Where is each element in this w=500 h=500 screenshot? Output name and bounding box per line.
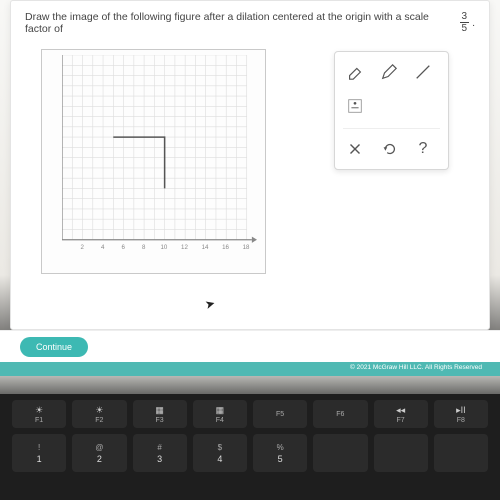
x-tick-labels: 2 4 6 8 10 12 14 16 18	[80, 244, 250, 250]
key-7[interactable]	[374, 434, 428, 472]
f1-key[interactable]: ☀F1	[12, 400, 66, 428]
svg-text:6: 6	[122, 244, 126, 250]
undo-button[interactable]	[377, 137, 401, 161]
svg-text:10: 10	[161, 244, 168, 250]
exercise-panel: Draw the image of the following figure a…	[10, 0, 490, 330]
eraser-tool[interactable]	[343, 60, 367, 84]
keyboard: ☀F1 ☀F2 ▦F3 ▦F4 F5 F6 ◂◂F7 ▸IIF8 !1 @2 #…	[0, 394, 500, 500]
svg-text:16: 16	[222, 244, 229, 250]
toolbox: ?	[334, 51, 449, 170]
key-5[interactable]: %5	[253, 434, 307, 472]
key-3[interactable]: #3	[133, 434, 187, 472]
svg-text:4: 4	[101, 244, 105, 250]
svg-text:8: 8	[142, 244, 146, 250]
help-button[interactable]: ?	[411, 137, 435, 161]
key-2[interactable]: @2	[72, 434, 126, 472]
f6-key[interactable]: F6	[313, 400, 367, 428]
coordinate-grid: 2 4 6 8 10 12 14 16 18 2 4 6 8 10 12	[62, 55, 257, 250]
pencil-tool[interactable]	[377, 60, 401, 84]
graph-canvas[interactable]: 2 4 6 8 10 12 14 16 18 2 4 6 8 10 12	[41, 49, 266, 274]
line-tool[interactable]	[411, 60, 435, 84]
f4-key[interactable]: ▦F4	[193, 400, 247, 428]
point-tool[interactable]	[343, 94, 367, 118]
f7-key[interactable]: ◂◂F7	[374, 400, 428, 428]
key-6[interactable]	[313, 434, 367, 472]
key-1[interactable]: !1	[12, 434, 66, 472]
f8-key[interactable]: ▸IIF8	[434, 400, 488, 428]
key-8[interactable]	[434, 434, 488, 472]
laptop-hinge	[0, 376, 500, 394]
close-button[interactable]	[343, 137, 367, 161]
svg-text:12: 12	[181, 244, 188, 250]
scale-fraction: 3 5	[460, 12, 470, 34]
svg-text:18: 18	[243, 244, 250, 250]
x-arrow-icon	[252, 237, 257, 243]
prompt-sentence: Draw the image of the following figure a…	[25, 11, 455, 35]
preimage-shape	[113, 137, 164, 188]
number-row: !1 @2 #3 $4 %5	[12, 434, 488, 472]
continue-button[interactable]: Continue	[20, 337, 88, 357]
copyright-bar: © 2021 McGraw Hill LLC. All Rights Reser…	[0, 362, 500, 376]
f3-key[interactable]: ▦F3	[133, 400, 187, 428]
svg-text:14: 14	[202, 244, 209, 250]
prompt-text: Draw the image of the following figure a…	[11, 1, 489, 41]
fraction-numerator: 3	[460, 12, 470, 23]
key-4[interactable]: $4	[193, 434, 247, 472]
work-area: 2 4 6 8 10 12 14 16 18 2 4 6 8 10 12	[11, 41, 489, 301]
f5-key[interactable]: F5	[253, 400, 307, 428]
fraction-denominator: 5	[462, 23, 468, 34]
svg-text:2: 2	[80, 244, 84, 250]
f2-key[interactable]: ☀F2	[72, 400, 126, 428]
gridlines	[62, 55, 247, 240]
bottom-bar: Continue	[0, 330, 500, 362]
function-row: ☀F1 ☀F2 ▦F3 ▦F4 F5 F6 ◂◂F7 ▸IIF8	[12, 400, 488, 428]
